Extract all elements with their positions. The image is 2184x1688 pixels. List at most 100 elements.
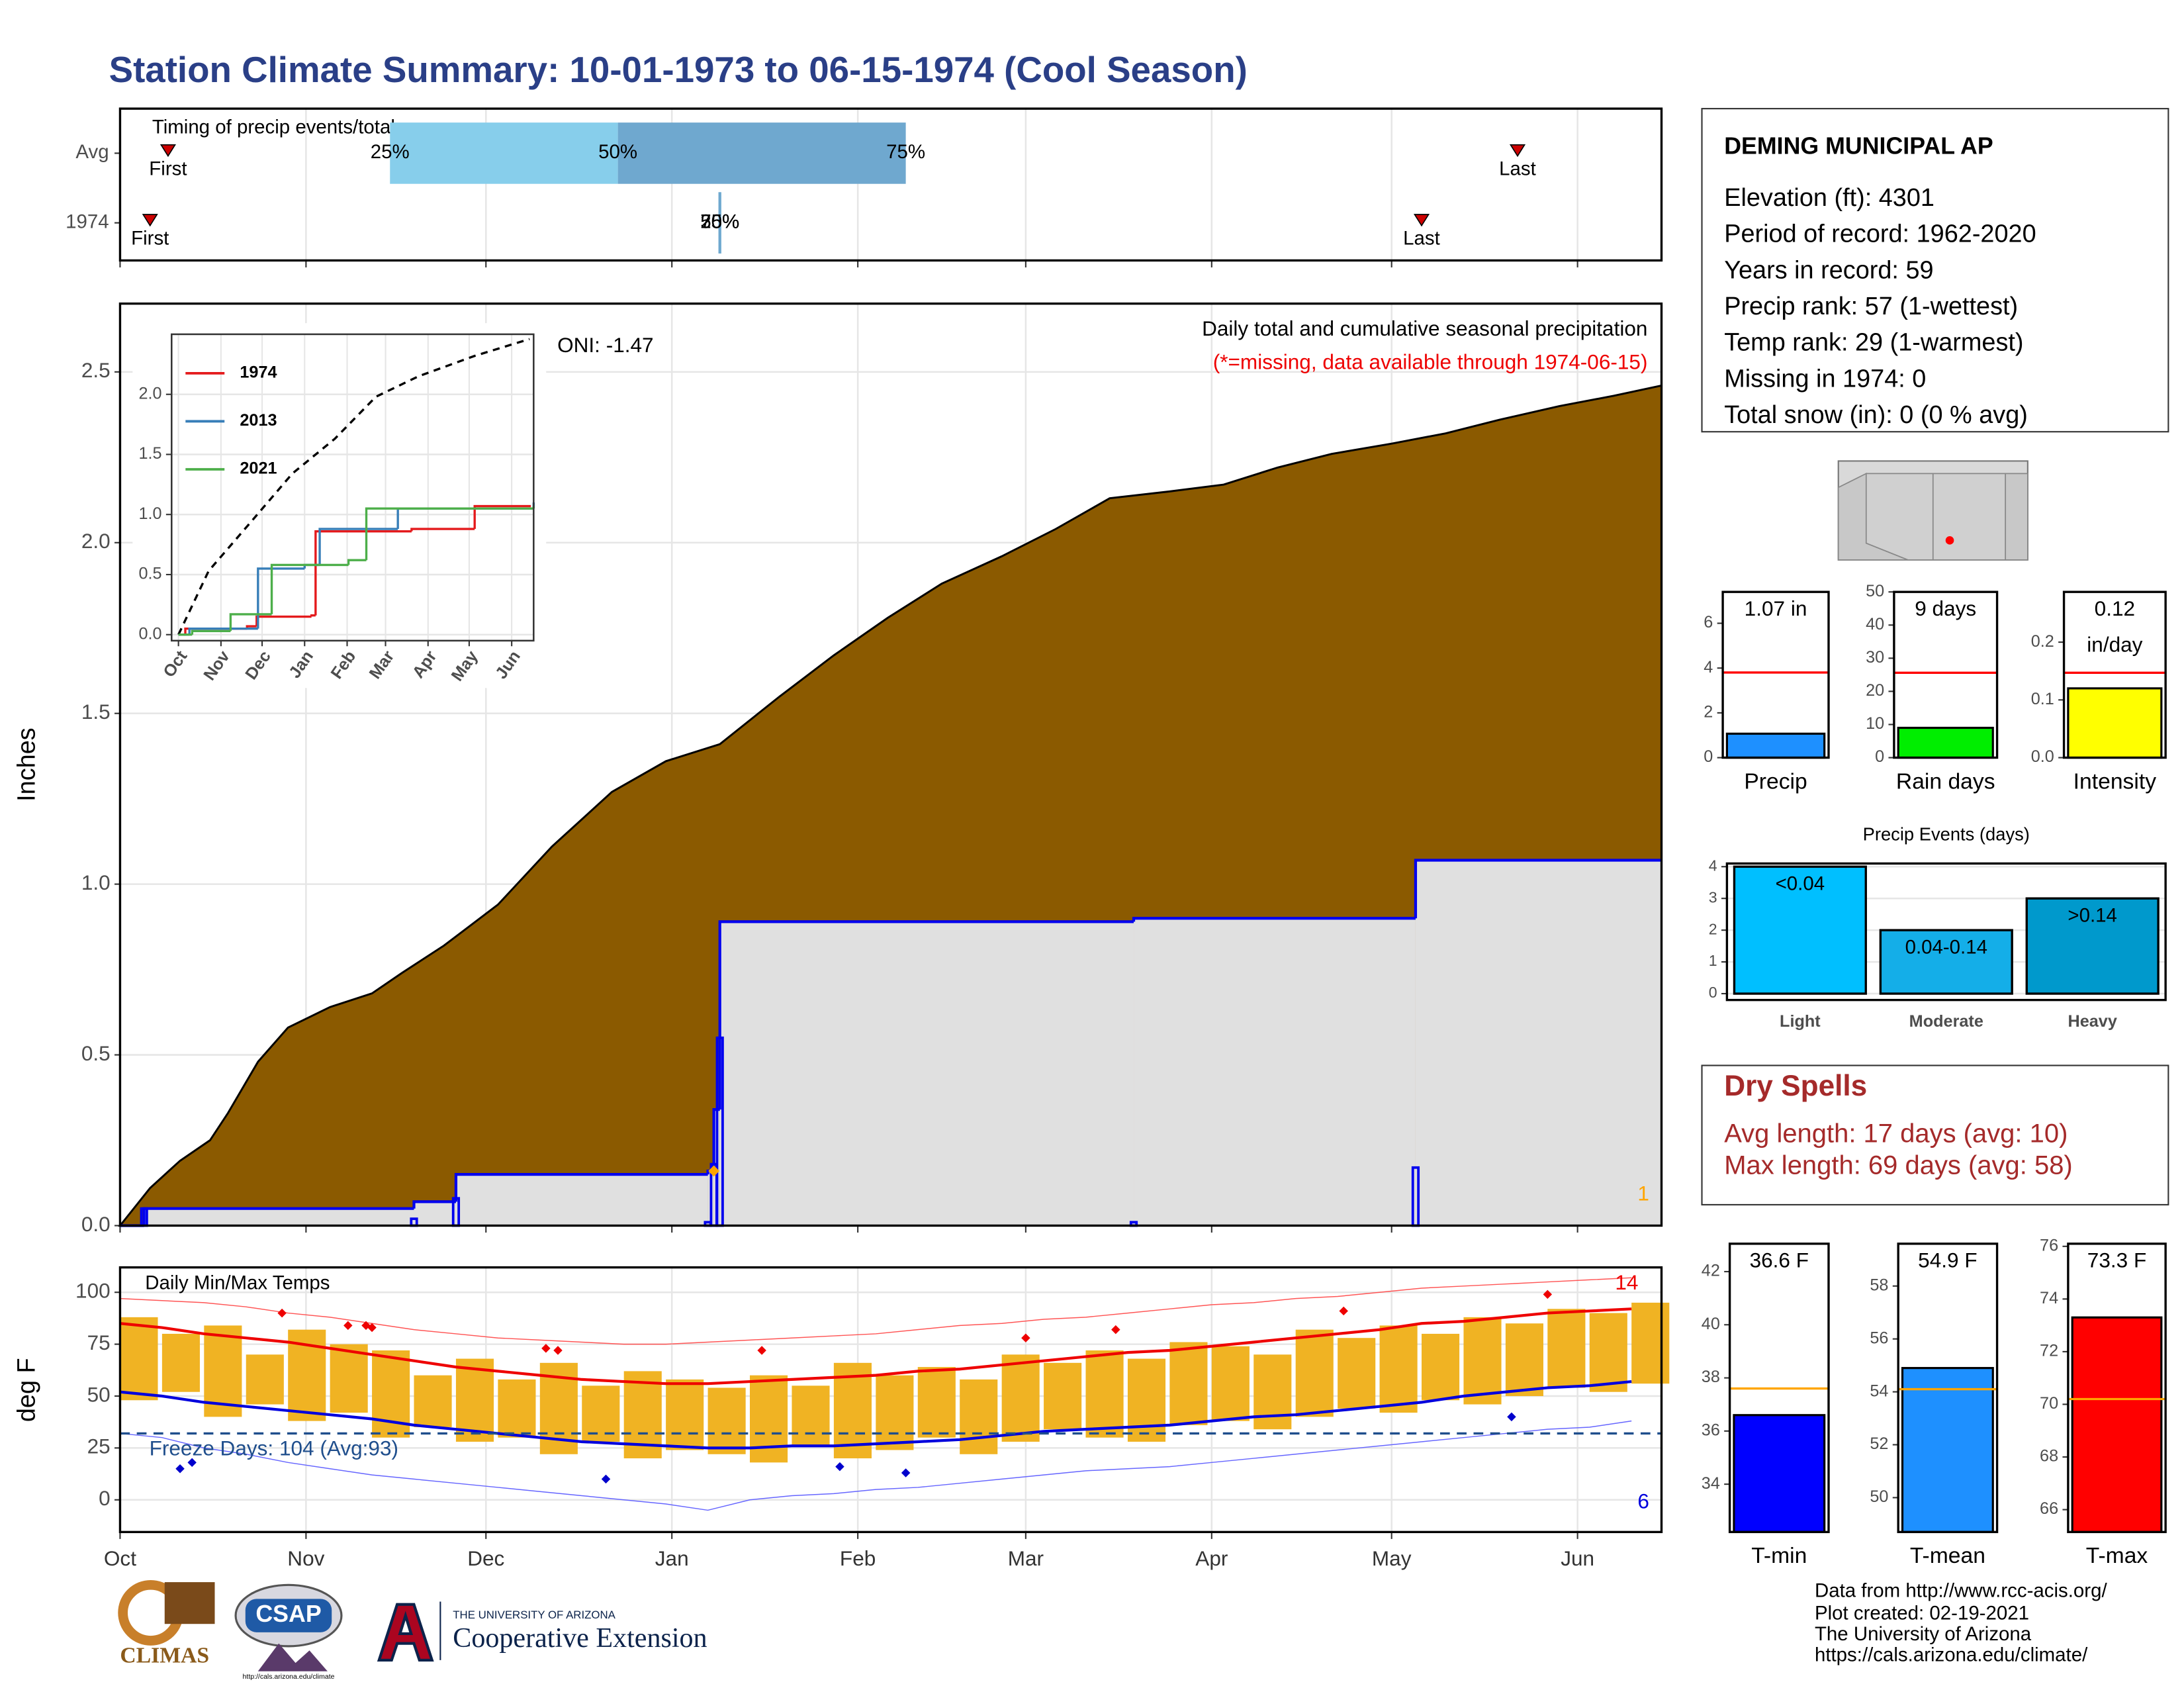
temp-bar	[1422, 1333, 1460, 1401]
series-line	[310, 614, 316, 617]
temp-bar	[1295, 1329, 1334, 1417]
plot-frame	[1728, 1243, 1830, 1534]
oni-label: ONI: -1.47	[557, 333, 654, 357]
summary-label: in/day	[2087, 633, 2142, 657]
station-dot	[1945, 536, 1954, 545]
y-tick-label: 0.2	[2031, 632, 2054, 651]
series-line	[473, 504, 531, 530]
page-title: Station Climate Summary: 10-01-1973 to 0…	[109, 49, 1248, 90]
plot-frame	[1893, 590, 1999, 759]
plot-background	[1723, 592, 1829, 758]
cumulative-line	[1132, 917, 1416, 922]
series-line	[188, 627, 258, 635]
y-tick-label: 68	[2040, 1447, 2058, 1466]
plot-frame	[1897, 1243, 1999, 1534]
y-tick-label: 50	[87, 1382, 111, 1406]
event-bar	[1879, 929, 2013, 995]
series-line	[270, 563, 349, 614]
y-tick-label: 2	[1704, 703, 1713, 722]
map-state	[1932, 473, 2007, 561]
x-tick-label: Feb	[840, 1546, 876, 1570]
y-tick-label: 1.0	[81, 870, 111, 894]
temp-bar	[1253, 1354, 1292, 1430]
y-tick-label: 0.5	[81, 1041, 111, 1065]
avg-max-line	[120, 1307, 1632, 1385]
cumulative-line	[412, 1200, 456, 1209]
temp-bar	[1001, 1354, 1040, 1442]
temp-bar	[120, 1317, 158, 1401]
y-tick-label: 6	[1704, 613, 1713, 632]
series-line	[365, 507, 534, 561]
record-marker	[1339, 1306, 1348, 1316]
station-line: Elevation (ft): 4301	[1724, 184, 1934, 212]
event-marker	[1509, 144, 1526, 158]
plot-frame	[118, 1266, 1663, 1534]
temp-bar	[1127, 1358, 1166, 1442]
dry-spells-line: Max length: 69 days (avg: 58)	[1724, 1151, 2073, 1180]
plot-frame	[2062, 590, 2167, 759]
y-tick-label: 0.0	[81, 1212, 111, 1236]
summary-bar	[1897, 726, 1994, 759]
timing-title: Timing of precip events/totals	[152, 116, 405, 138]
temp-bar	[1505, 1323, 1543, 1396]
temp-bar	[246, 1354, 284, 1405]
record-marker	[1111, 1325, 1120, 1335]
temp-bar	[917, 1367, 956, 1438]
x-tick-label: Dec	[467, 1546, 504, 1570]
record-marker	[1507, 1412, 1516, 1422]
logos: CLIMAS CSAP http://cals.arizona.edu/clim…	[118, 1579, 707, 1681]
temp-bar	[750, 1375, 788, 1463]
y-tick-label: 1.5	[138, 444, 161, 463]
x-tick-label: Nov	[287, 1546, 324, 1570]
y-tick-label: 2.0	[138, 384, 161, 402]
csap-mountain	[257, 1643, 328, 1671]
summary-xlabel: Intensity	[2073, 769, 2157, 794]
row-label: 1974	[66, 211, 109, 232]
x-tick-label: Jun	[1561, 1546, 1594, 1570]
record-marker	[708, 1165, 720, 1177]
temp-bar	[1589, 1313, 1627, 1392]
legend-label: 2013	[240, 411, 277, 430]
station-line: Precip rank: 57 (1-wettest)	[1724, 293, 2018, 320]
cumulative-fill	[719, 921, 1134, 1226]
y-tick-label: 38	[1702, 1368, 1720, 1386]
y-tick-label: 50	[1866, 582, 1884, 600]
summary-bar	[2067, 687, 2163, 759]
record-marker	[343, 1321, 353, 1331]
temp-bar	[876, 1375, 914, 1450]
quartile-label: 75%	[700, 211, 739, 232]
y-tick-label: 0	[99, 1486, 111, 1510]
summary-label: 1.07 in	[1745, 596, 1807, 620]
csap-url: http://cals.arizona.edu/climate	[243, 1673, 335, 1681]
event-bar	[2025, 897, 2160, 995]
cumulative-fill	[1415, 860, 1662, 1226]
y-tick-label: 100	[75, 1279, 111, 1303]
summary-label: 9 days	[1915, 596, 1976, 620]
dry-spells-line: Avg length: 17 days (avg: 10)	[1724, 1119, 2068, 1148]
footer-line: The University of Arizona	[1815, 1623, 2032, 1645]
series-line	[314, 530, 412, 616]
cumulative-fill	[414, 1201, 456, 1226]
y-tick-label: 76	[2040, 1236, 2058, 1254]
temp-bar	[1085, 1350, 1124, 1438]
summary-xlabel: T-mean	[1910, 1544, 1985, 1568]
legend-label: 2021	[240, 459, 277, 478]
series-line	[229, 613, 272, 632]
cumulative-fill	[455, 1174, 708, 1226]
series-line	[347, 559, 367, 565]
y-axis-label: Inches	[13, 727, 41, 802]
temp-bar	[1379, 1325, 1418, 1413]
map-state	[2005, 473, 2028, 561]
temp-bar	[1547, 1309, 1586, 1388]
y-axis-label: deg F	[13, 1358, 41, 1422]
cumulative-line	[718, 920, 1134, 1110]
plot-frame	[1721, 590, 1830, 759]
record-marker	[367, 1323, 377, 1333]
temp-bar	[792, 1385, 830, 1446]
plot-frame	[118, 302, 1663, 1227]
y-tick-label: 40	[1702, 1315, 1720, 1333]
x-tick-label: Jan	[655, 1546, 689, 1570]
y-tick-label: 2.0	[81, 529, 111, 553]
y-tick-label: 1.5	[81, 700, 111, 724]
temp-bar	[161, 1333, 200, 1392]
